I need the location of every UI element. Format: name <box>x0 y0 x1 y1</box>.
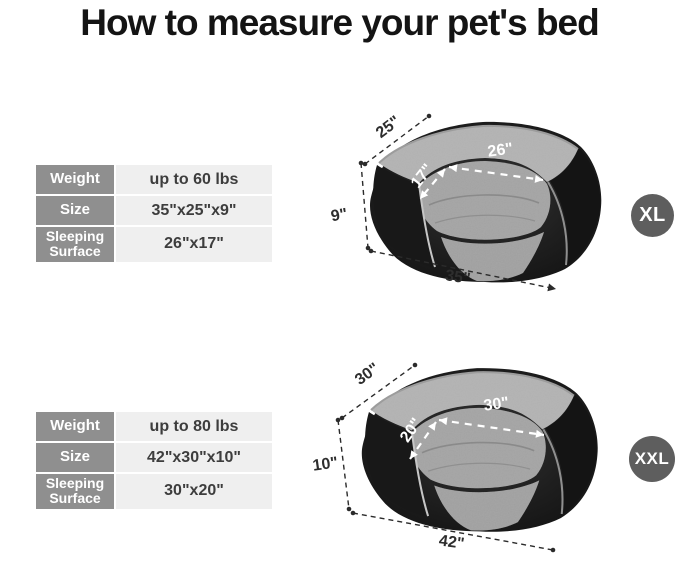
outer-dimension-lines: 30" 10" 42" <box>313 360 556 553</box>
table-row: Sleeping Surface 30"x20" <box>36 474 272 509</box>
row-label-size: Size <box>36 196 114 225</box>
inner-length-label: 26" <box>487 140 515 160</box>
bed-illustration-xl: 25" 9" 35" 26" 17" <box>330 113 620 292</box>
row-label-sleeping-surface: Sleeping Surface <box>36 474 114 509</box>
height-dimension-label: 9" <box>330 206 349 226</box>
row-value-size: 35"x25"x9" <box>116 196 272 225</box>
depth-dimension-label: 25" <box>373 113 404 142</box>
page-title: How to measure your pet's bed <box>80 2 599 43</box>
depth-dimension-line <box>341 364 416 419</box>
depth-dimension-label: 30" <box>352 360 383 389</box>
width-dimension-label: 35" <box>444 267 472 288</box>
row-label-weight: Weight <box>36 165 114 194</box>
height-dimension-line <box>360 162 369 249</box>
inner-dimension-lines: 26" 17" <box>408 140 544 200</box>
inner-length-line <box>438 418 545 437</box>
bed-photo <box>370 122 601 282</box>
row-value-sleeping-surface: 26"x17" <box>116 227 272 262</box>
bed-illustration-xxl: 30" 10" 42" 30" 20" <box>313 360 623 553</box>
row-value-weight: up to 80 lbs <box>116 412 272 441</box>
width-dimension-line <box>370 250 557 290</box>
table-row: Size 42"x30"x10" <box>36 443 272 472</box>
row-label-sleeping-surface: Sleeping Surface <box>36 227 114 262</box>
row-label-size: Size <box>36 443 114 472</box>
table-row: Sleeping Surface 26"x17" <box>36 227 272 262</box>
size-badge-xl: XL <box>631 194 674 237</box>
inner-length-line <box>448 165 544 182</box>
table-row: Size 35"x25"x9" <box>36 196 272 225</box>
depth-dimension-line <box>364 115 430 165</box>
height-dimension-line <box>337 419 350 510</box>
spec-table-xl: Weight up to 60 lbs Size 35"x25"x9" Slee… <box>34 163 274 264</box>
row-value-size: 42"x30"x10" <box>116 443 272 472</box>
width-dimension-line <box>352 512 554 551</box>
outer-dimension-lines: 25" 9" 35" <box>330 113 557 292</box>
inner-length-label: 30" <box>483 394 511 414</box>
row-label-weight: Weight <box>36 412 114 441</box>
row-value-sleeping-surface: 30"x20" <box>116 474 272 509</box>
table-row: Weight up to 60 lbs <box>36 165 272 194</box>
spec-table-xxl: Weight up to 80 lbs Size 42"x30"x10" Sle… <box>34 410 274 511</box>
size-badge-xxl: XXL <box>629 436 675 482</box>
bed-photo <box>362 368 598 532</box>
table-row: Weight up to 80 lbs <box>36 412 272 441</box>
width-dimension-label: 42" <box>438 532 466 552</box>
height-dimension-label: 10" <box>313 454 339 474</box>
row-value-weight: up to 60 lbs <box>116 165 272 194</box>
